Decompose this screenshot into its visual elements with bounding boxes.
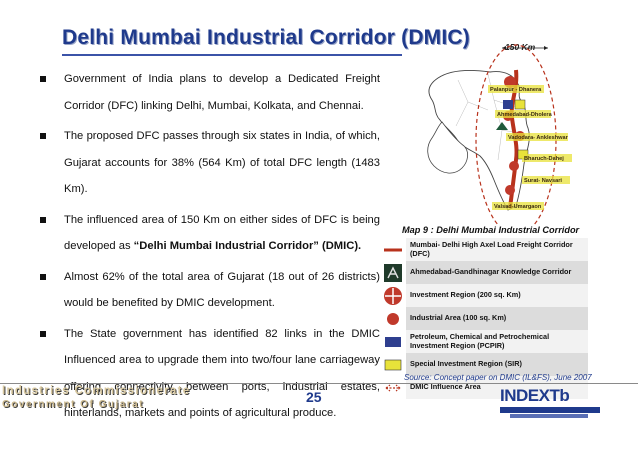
footer-divider [0, 383, 638, 384]
bullet-text: The influenced area of 150 Km on either … [64, 213, 380, 253]
indextb-logo: INDEXTb [500, 386, 606, 418]
footer-org-name: Industries Commissionerate [2, 385, 191, 397]
bullet-list: Government of India plans to develop a D… [40, 62, 380, 427]
source-note: Source: Concept paper on DMIC (IL&FS), J… [404, 373, 592, 382]
pcpir-icon [380, 330, 406, 353]
bullet-bold-text: “Delhi Mumbai Industrial Corridor” (DMIC… [133, 240, 362, 252]
legend-label: Industrial Area (100 sq. Km) [406, 307, 588, 330]
bullet-text: The proposed DFC passes through six stat… [64, 130, 380, 195]
legend-row: Investment Region (200 sq. Km) [380, 284, 588, 307]
legend-label: Mumbai- Delhi High Axel Load Freight Cor… [406, 238, 588, 261]
bullet-text: Government of India plans to develop a D… [64, 73, 380, 112]
place-label: Ahmedabad-Dholera [497, 112, 553, 118]
slide-title: Delhi Mumbai Industrial Corridor (DMIC) [62, 26, 470, 49]
page-number: 25 [306, 389, 322, 405]
investment-region-marker [505, 185, 515, 195]
bullet-item: Almost 62% of the total area of Gujarat … [40, 264, 380, 317]
dmic-influence-icon [380, 376, 406, 399]
bullet-square-icon [40, 330, 46, 337]
gujarat-map: Palanpur - Dhanera Ahmedabad-Dholera Vad… [427, 44, 572, 226]
saurashtra-outline [427, 121, 468, 174]
bullet-square-icon [40, 76, 46, 82]
investment-region-icon [380, 284, 406, 307]
legend-row: Ahmedabad-Gandhinagar Knowledge Corridor [380, 261, 588, 284]
logo-text: INDEXTb [500, 386, 570, 405]
legend-row: DMIC Influence Area [380, 376, 588, 399]
knowledge-corridor-icon [380, 261, 406, 284]
legend-row: Industrial Area (100 sq. Km) [380, 307, 588, 330]
knowledge-corridor-marker [496, 122, 508, 130]
legend-label: Petroleum, Chemical and Petrochemical In… [406, 330, 588, 353]
footer-org-subtitle: Government Of Gujarat [2, 399, 145, 410]
legend-row: Mumbai- Delhi High Axel Load Freight Cor… [380, 238, 588, 261]
bullet-item: Government of India plans to develop a D… [40, 66, 380, 119]
bullet-item: The State government has identified 82 l… [40, 321, 380, 427]
sir-marker [514, 99, 526, 110]
legend-row: Special Investment Region (SIR) [380, 353, 588, 376]
map-legend: Mumbai- Delhi High Axel Load Freight Cor… [380, 238, 588, 399]
logo-bar [510, 414, 588, 418]
legend-label: Investment Region (200 sq. Km) [406, 284, 588, 307]
bullet-square-icon [40, 133, 46, 139]
place-label: Bharuch-Dahej [524, 156, 564, 162]
logo-bar [500, 407, 600, 413]
legend-label: DMIC Influence Area [406, 376, 588, 399]
map-scale-label: 150 Km [505, 42, 536, 52]
pcpir-marker [503, 100, 513, 109]
title-underline [62, 54, 402, 56]
bullet-item: The influenced area of 150 Km on either … [40, 207, 380, 260]
legend-label: Ahmedabad-Gandhinagar Knowledge Corridor [406, 261, 588, 284]
industrial-area-icon [380, 307, 406, 330]
sir-icon [380, 353, 406, 376]
bullet-square-icon [40, 216, 46, 223]
place-label: Vadodara- Ankleshwar [508, 135, 569, 141]
bullet-square-icon [40, 273, 46, 280]
legend-label: Special Investment Region (SIR) [406, 353, 588, 376]
place-label: Palanpur - Dhanera [490, 87, 542, 93]
bullet-item: The proposed DFC passes through six stat… [40, 123, 380, 203]
map-caption: Map 9 : Delhi Mumbai Industrial Corridor [402, 225, 580, 235]
place-label: Valsad-Umargaon [494, 204, 542, 210]
bullet-text: Almost 62% of the total area of Gujarat … [64, 270, 380, 310]
industrial-area-marker [509, 161, 519, 171]
dfc-line-icon [380, 238, 406, 261]
legend-row: Petroleum, Chemical and Petrochemical In… [380, 330, 588, 353]
place-label: Surat- Navsari [524, 178, 562, 184]
